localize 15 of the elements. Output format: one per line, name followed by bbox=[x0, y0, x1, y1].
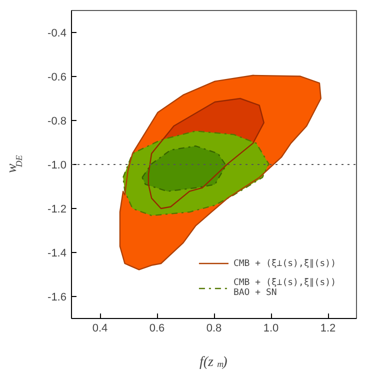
y-axis-title: wDE bbox=[5, 154, 24, 174]
x-tick-label: 0.6 bbox=[149, 322, 165, 334]
y-tick-label: -0.4 bbox=[48, 28, 67, 40]
y-tick-label: -1.0 bbox=[48, 160, 67, 172]
x-tick-label: 0.8 bbox=[206, 322, 222, 334]
y-tick-label: -1.4 bbox=[48, 248, 67, 260]
x-tick-label: 1.2 bbox=[320, 322, 336, 334]
y-tick-label: -0.8 bbox=[48, 116, 67, 128]
legend-label: CMB + (ξ⊥(s),ξ∥(s)) bbox=[233, 258, 336, 268]
legend-label: CMB + (ξ⊥(s),ξ∥(s)) BAO + SN bbox=[233, 277, 336, 298]
x-tick-label: 0.4 bbox=[92, 322, 108, 334]
x-tick-label: 1.0 bbox=[263, 322, 279, 334]
y-tick-label: -1.6 bbox=[48, 292, 67, 304]
y-tick-label: -1.2 bbox=[48, 204, 67, 216]
y-tick-label: -0.6 bbox=[48, 72, 67, 84]
